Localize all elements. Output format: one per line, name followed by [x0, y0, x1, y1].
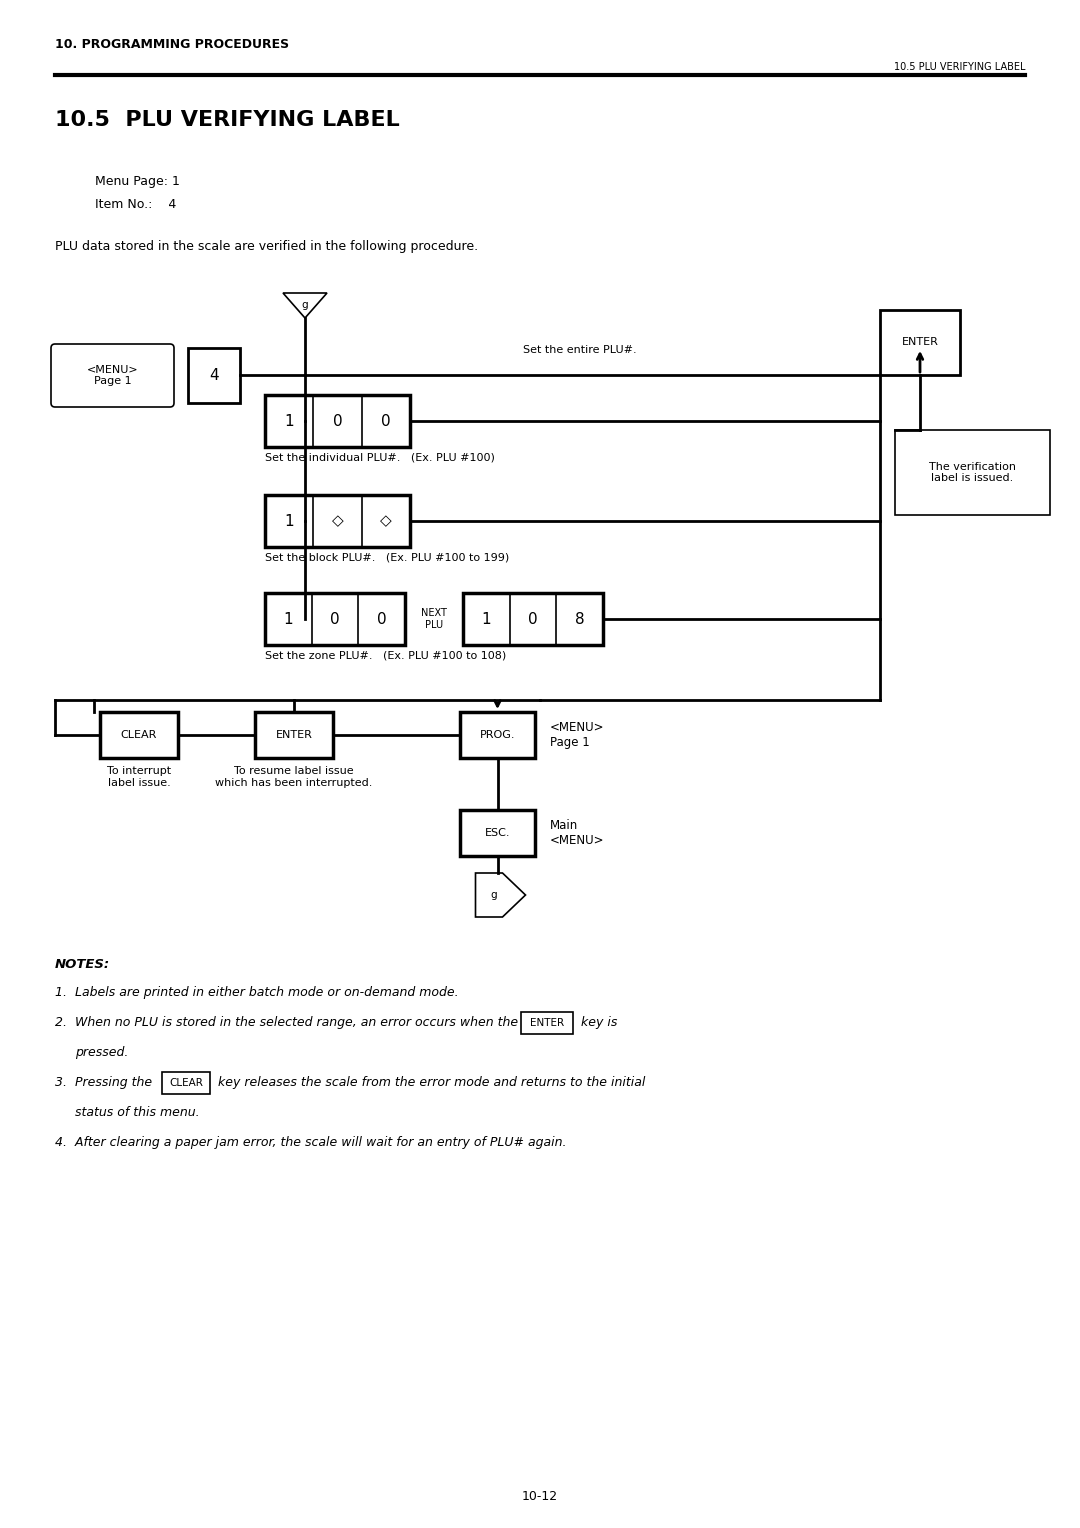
Text: status of this menu.: status of this menu.	[75, 1106, 200, 1118]
Text: 0: 0	[377, 611, 387, 626]
Text: 10.5 PLU VERIFYING LABEL: 10.5 PLU VERIFYING LABEL	[893, 63, 1025, 72]
Text: ◇: ◇	[332, 513, 343, 529]
Text: g: g	[490, 889, 497, 900]
Text: 1.  Labels are printed in either batch mode or on-demand mode.: 1. Labels are printed in either batch mo…	[55, 986, 459, 999]
Text: 0: 0	[330, 611, 340, 626]
Text: PLU data stored in the scale are verified in the following procedure.: PLU data stored in the scale are verifie…	[55, 240, 478, 254]
Text: ◇: ◇	[380, 513, 392, 529]
Text: pressed.: pressed.	[75, 1047, 129, 1059]
Text: Set the zone PLU#.   (Ex. PLU #100 to 108): Set the zone PLU#. (Ex. PLU #100 to 108)	[265, 649, 507, 660]
Text: Set the block PLU#.   (Ex. PLU #100 to 199): Set the block PLU#. (Ex. PLU #100 to 199…	[265, 552, 510, 562]
Text: <MENU>
Page 1: <MENU> Page 1	[86, 365, 138, 387]
Bar	[100, 712, 178, 758]
Text: 1: 1	[284, 414, 294, 428]
Bar	[265, 495, 410, 547]
Text: ENTER: ENTER	[275, 730, 312, 740]
Bar	[162, 1073, 211, 1094]
Text: NEXT
PLU: NEXT PLU	[421, 608, 447, 630]
Bar	[265, 396, 410, 448]
Text: 4.  After clearing a paper jam error, the scale will wait for an entry of PLU# a: 4. After clearing a paper jam error, the…	[55, 1135, 567, 1149]
Text: 2.  When no PLU is stored in the selected range, an error occurs when the: 2. When no PLU is stored in the selected…	[55, 1016, 522, 1028]
Bar	[895, 429, 1050, 515]
Text: ENTER: ENTER	[530, 1018, 564, 1028]
Text: PROG.: PROG.	[480, 730, 515, 740]
Bar	[460, 810, 535, 856]
Text: 4: 4	[210, 368, 219, 382]
Text: Item No.:    4: Item No.: 4	[95, 199, 176, 211]
Text: 0: 0	[528, 611, 538, 626]
Text: To interrupt
label issue.: To interrupt label issue.	[107, 766, 171, 787]
Text: 3.  Pressing the: 3. Pressing the	[55, 1076, 157, 1089]
Text: 8: 8	[575, 611, 584, 626]
Text: g: g	[301, 299, 308, 310]
Text: 1: 1	[284, 611, 293, 626]
Text: Set the entire PLU#.: Set the entire PLU#.	[523, 345, 637, 354]
Text: NOTES:: NOTES:	[55, 958, 110, 970]
Bar	[255, 712, 333, 758]
Bar	[880, 310, 960, 374]
Text: 1: 1	[482, 611, 491, 626]
Text: Main
<MENU>: Main <MENU>	[550, 819, 605, 847]
Text: ESC.: ESC.	[485, 828, 510, 837]
Text: To resume label issue
which has been interrupted.: To resume label issue which has been int…	[215, 766, 373, 787]
Text: Set the individual PLU#.   (Ex. PLU #100): Set the individual PLU#. (Ex. PLU #100)	[265, 452, 495, 461]
Bar	[188, 348, 240, 403]
Text: CLEAR: CLEAR	[121, 730, 158, 740]
Text: 10. PROGRAMMING PROCEDURES: 10. PROGRAMMING PROCEDURES	[55, 38, 289, 50]
Text: <MENU>
Page 1: <MENU> Page 1	[550, 721, 605, 749]
Text: ENTER: ENTER	[902, 338, 939, 347]
Text: Menu Page: 1: Menu Page: 1	[95, 176, 180, 188]
Bar	[460, 712, 535, 758]
Text: 10-12: 10-12	[522, 1490, 558, 1504]
Bar	[522, 1012, 573, 1034]
Bar	[463, 593, 603, 645]
Text: 0: 0	[381, 414, 391, 428]
Text: key is: key is	[577, 1016, 618, 1028]
Text: The verification
label is issued.: The verification label is issued.	[929, 461, 1016, 483]
Bar	[265, 593, 405, 645]
Text: 0: 0	[333, 414, 342, 428]
Text: key releases the scale from the error mode and returns to the initial: key releases the scale from the error mo…	[211, 1076, 646, 1089]
Text: CLEAR: CLEAR	[170, 1077, 203, 1088]
Text: 1: 1	[284, 513, 294, 529]
Text: 10.5  PLU VERIFYING LABEL: 10.5 PLU VERIFYING LABEL	[55, 110, 400, 130]
